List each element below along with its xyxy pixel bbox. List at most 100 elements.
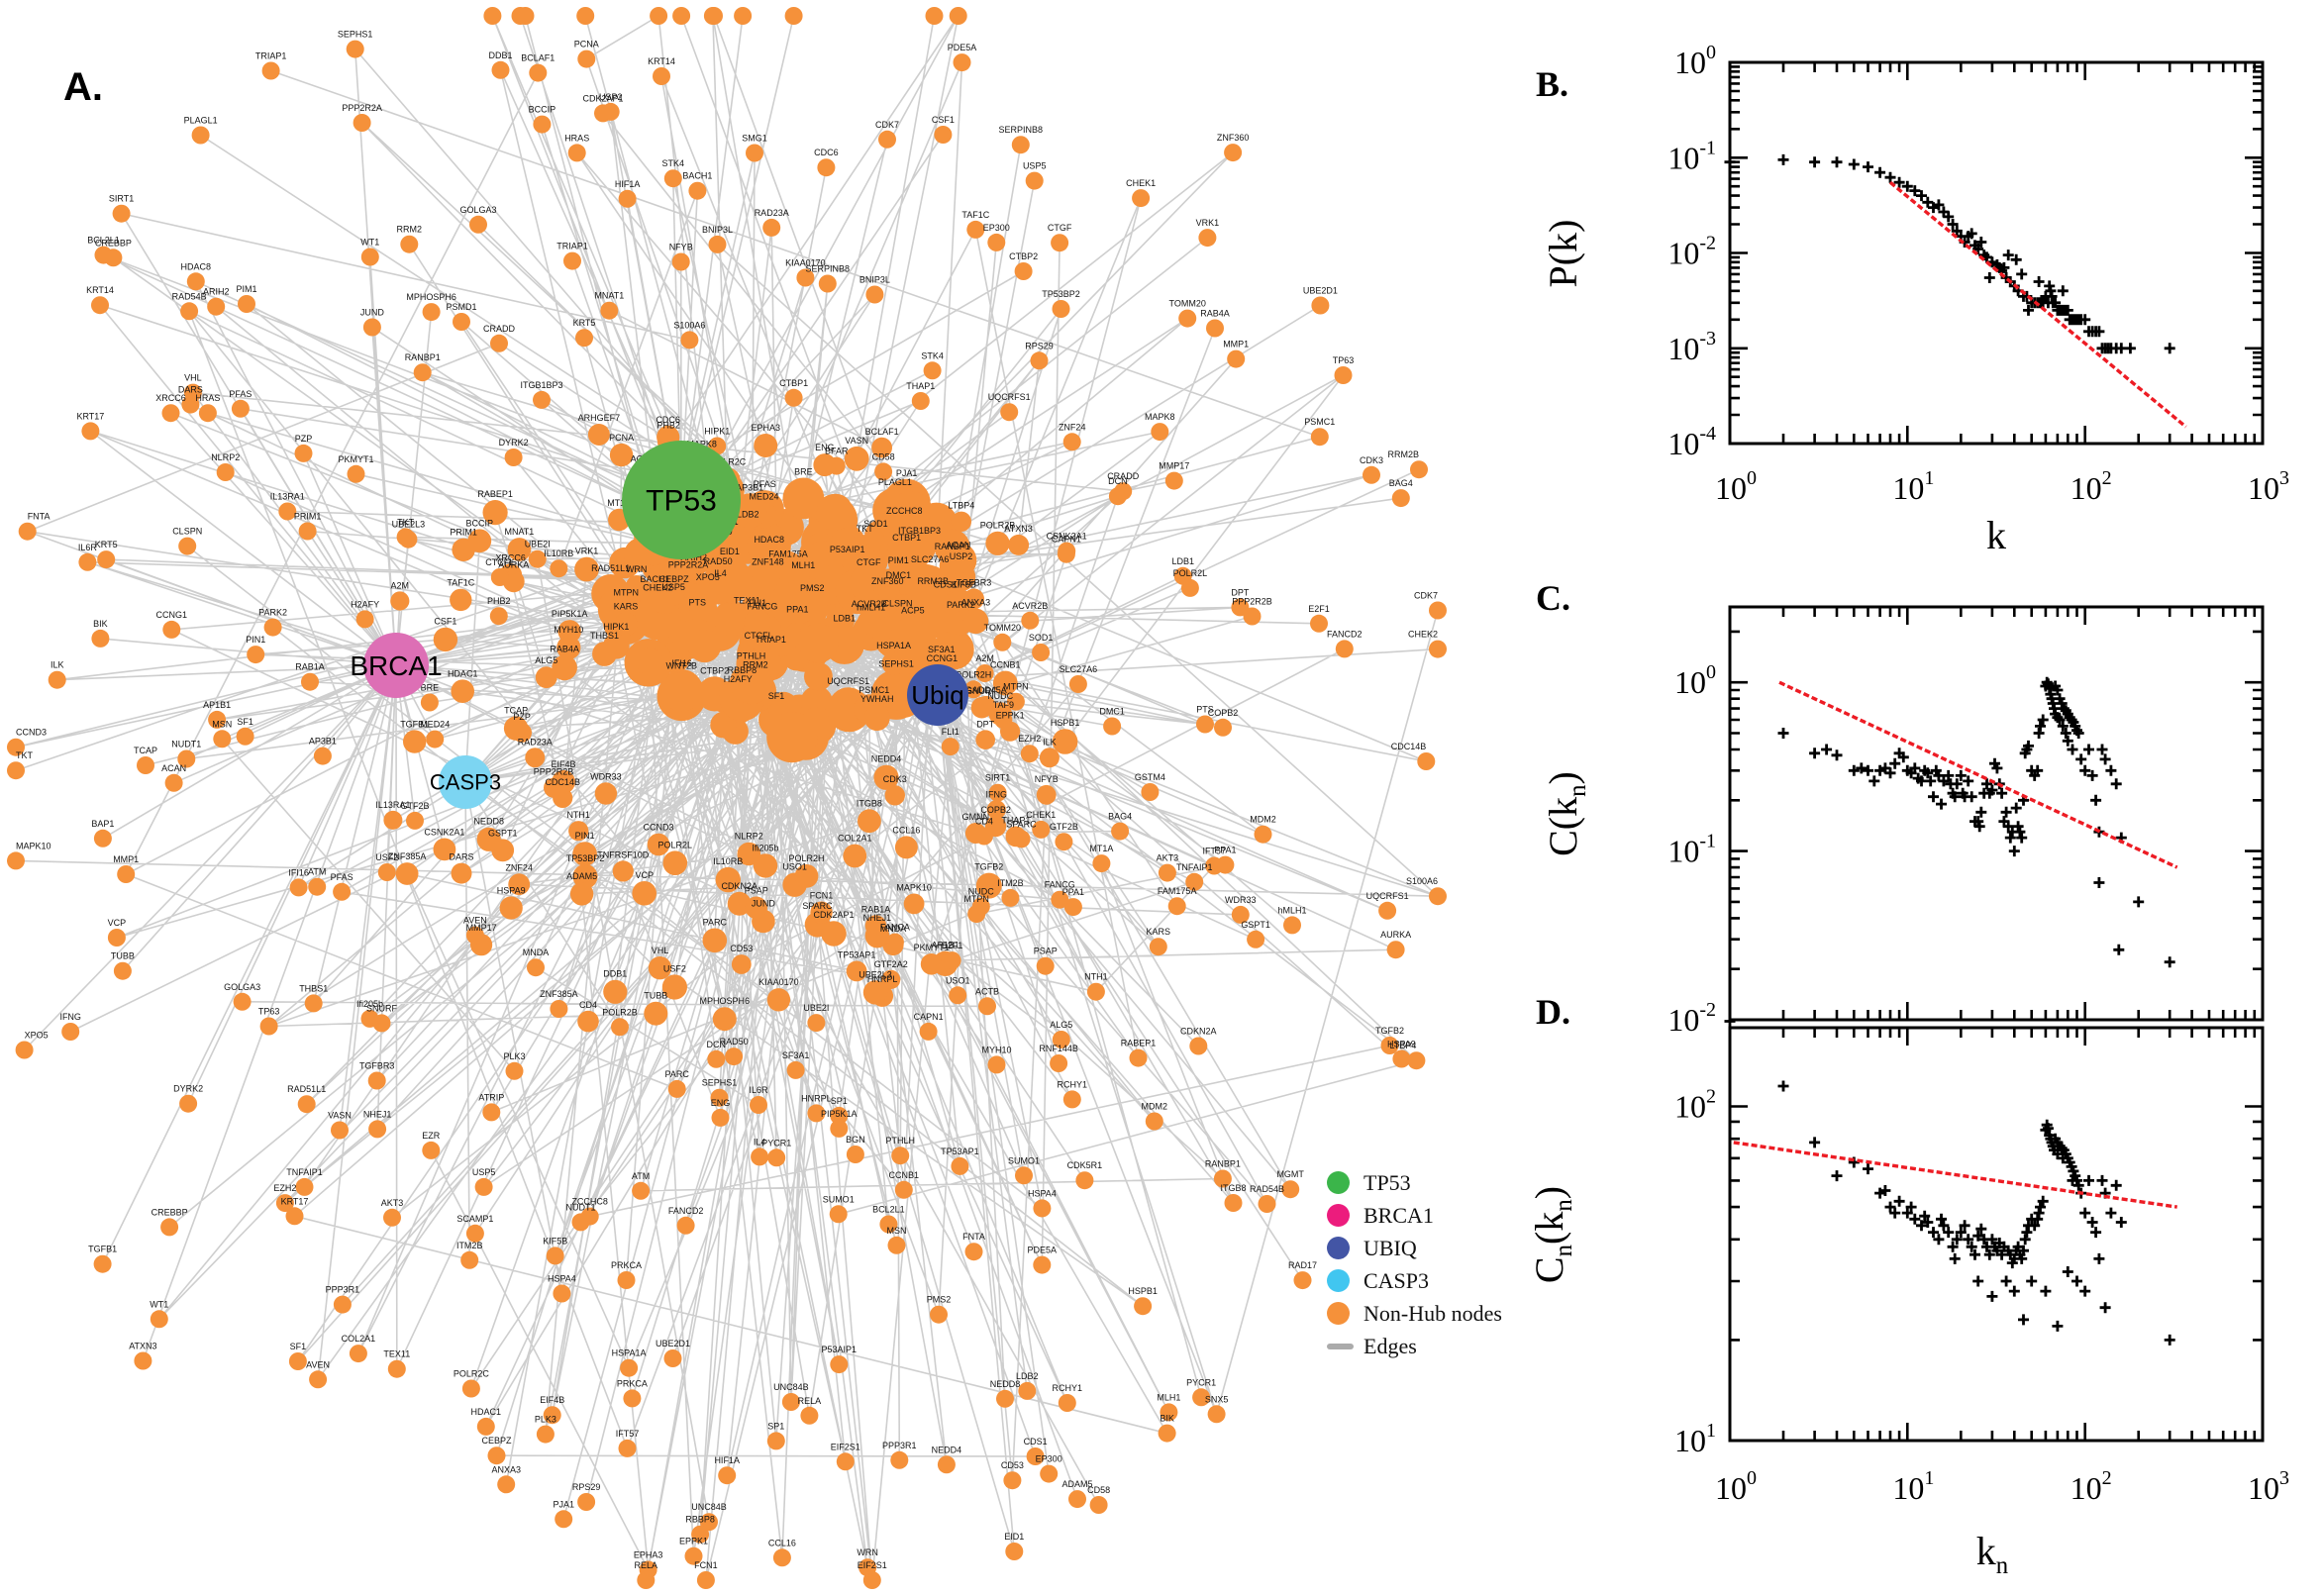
network-node-label: XPO5 [696,572,720,582]
network-node [1052,1031,1070,1048]
network-node-label: BAP1 [91,819,114,829]
network-node [474,1177,493,1196]
network-node-label: HDAC1 [448,668,478,678]
network-node-label: H2AFY [724,674,753,684]
network-node-label: E2F1 [942,941,963,950]
network-node-label: SOD1 [863,519,888,529]
network-node [508,873,531,896]
network-node [672,555,694,577]
chart-c: C. 100 10-1 10-2 C(kn) [1536,578,2265,1038]
network-node [535,666,557,689]
network-node-label: UBE2D1 [1303,286,1338,296]
network-node-label: CD58 [872,451,895,461]
network-node [671,252,690,271]
chart-b: B. 100 10-1 10-2 10-3 10-4 100 101 102 103 P(k) k [1536,42,2289,557]
network-node-label: NUDT1 [171,740,201,749]
network-node [975,730,995,749]
network-node-label: FLI1 [942,727,960,737]
network-node-label: LDB1 [1171,556,1194,566]
network-node [993,633,1012,651]
network-node [864,923,890,948]
network-node [400,235,419,253]
network-node [567,144,586,162]
network-node [962,608,989,635]
network-node-label: SF3A1 [928,645,956,654]
network-node-label: TCAP [134,746,157,755]
network-node [702,928,728,953]
network-node-label: CTCFL [745,631,773,641]
network-node [553,787,573,809]
network-node-label: CEBPZ [659,574,690,584]
hub-brca1 [363,633,429,698]
scatter-points [1777,1080,2175,1346]
network-node-label: EPPK1 [679,1537,708,1546]
network-node [476,1417,495,1436]
network-node-label: VHL [652,946,669,955]
network-node [967,905,986,924]
network-node [796,268,815,287]
network-node-label: RELA [635,1560,658,1570]
network-node-label: DCN [1108,476,1128,486]
network-node [766,712,818,763]
network-node [1052,729,1078,754]
network-node-label: IL6R [78,543,98,552]
network-node-label: PTHLH [737,650,766,660]
network-node-label: RANBP1 [1205,1159,1241,1169]
network-node [91,629,110,648]
network-node [750,1096,767,1114]
network-node-label: NTH1 [566,810,590,820]
network-node-label: CEBPZ [481,1436,512,1446]
network-node-label: KRT5 [573,318,596,328]
network-node-label: EZH2 [1018,734,1041,744]
network-node [552,654,577,681]
network-node-label: XRCC6 [155,393,186,403]
network-node-label: MTPN [614,587,640,597]
network-node [680,331,699,349]
network-node [512,723,532,743]
network-node [569,882,594,906]
network-node [580,1207,599,1226]
network-node [233,992,252,1011]
panel-d-label: D. [1536,992,1570,1032]
network-node [231,399,250,418]
network-node [529,63,548,82]
network-node [975,872,1002,899]
network-node [1363,465,1380,484]
network-node-label: LTBP4 [948,501,974,511]
network-node [964,680,983,699]
network-node-label: ACAN [161,763,186,773]
network-node-label: E2F1 [1308,604,1330,614]
network-node [947,550,970,574]
network-node-label: FNTA [962,1232,985,1242]
network-node-label: ALG5 [1050,1020,1072,1030]
network-node-label: PLK3 [535,1415,556,1425]
network-node-label: MMP1 [1223,340,1249,349]
network-node [800,1406,819,1425]
network-node [970,696,993,719]
network-node [843,844,867,868]
network-node-label: MSN [212,719,232,729]
network-node [574,556,599,582]
network-node-label: RANBP1 [405,352,441,362]
network-node-label: NUDC [968,887,994,897]
network-node [1231,598,1250,617]
network-node-label: CTBP2 [1009,251,1038,261]
network-node [213,730,232,748]
network-node-label: CDC14B [545,777,580,787]
network-node-label: KRT14 [86,285,114,295]
network-node-label: DYRK2 [499,438,529,448]
network-node [1033,1199,1052,1218]
network-node-label: CHEK1 [1126,178,1156,188]
network-node [372,1014,391,1033]
network-node [992,670,1018,696]
network-node [718,1466,737,1485]
network-node-label: CDC6 [814,148,839,157]
network-node-label: VASN [328,1111,352,1121]
network-node [1062,1090,1081,1109]
y-tick-label: 10-1 [1667,831,1716,869]
y-tick-label: 10-1 [1667,137,1716,175]
network-node-label: CDK5R1 [1067,1160,1103,1170]
network-node [804,661,833,691]
hub-ubiq-label: Ubiq [911,680,963,710]
network-node [546,1247,564,1265]
